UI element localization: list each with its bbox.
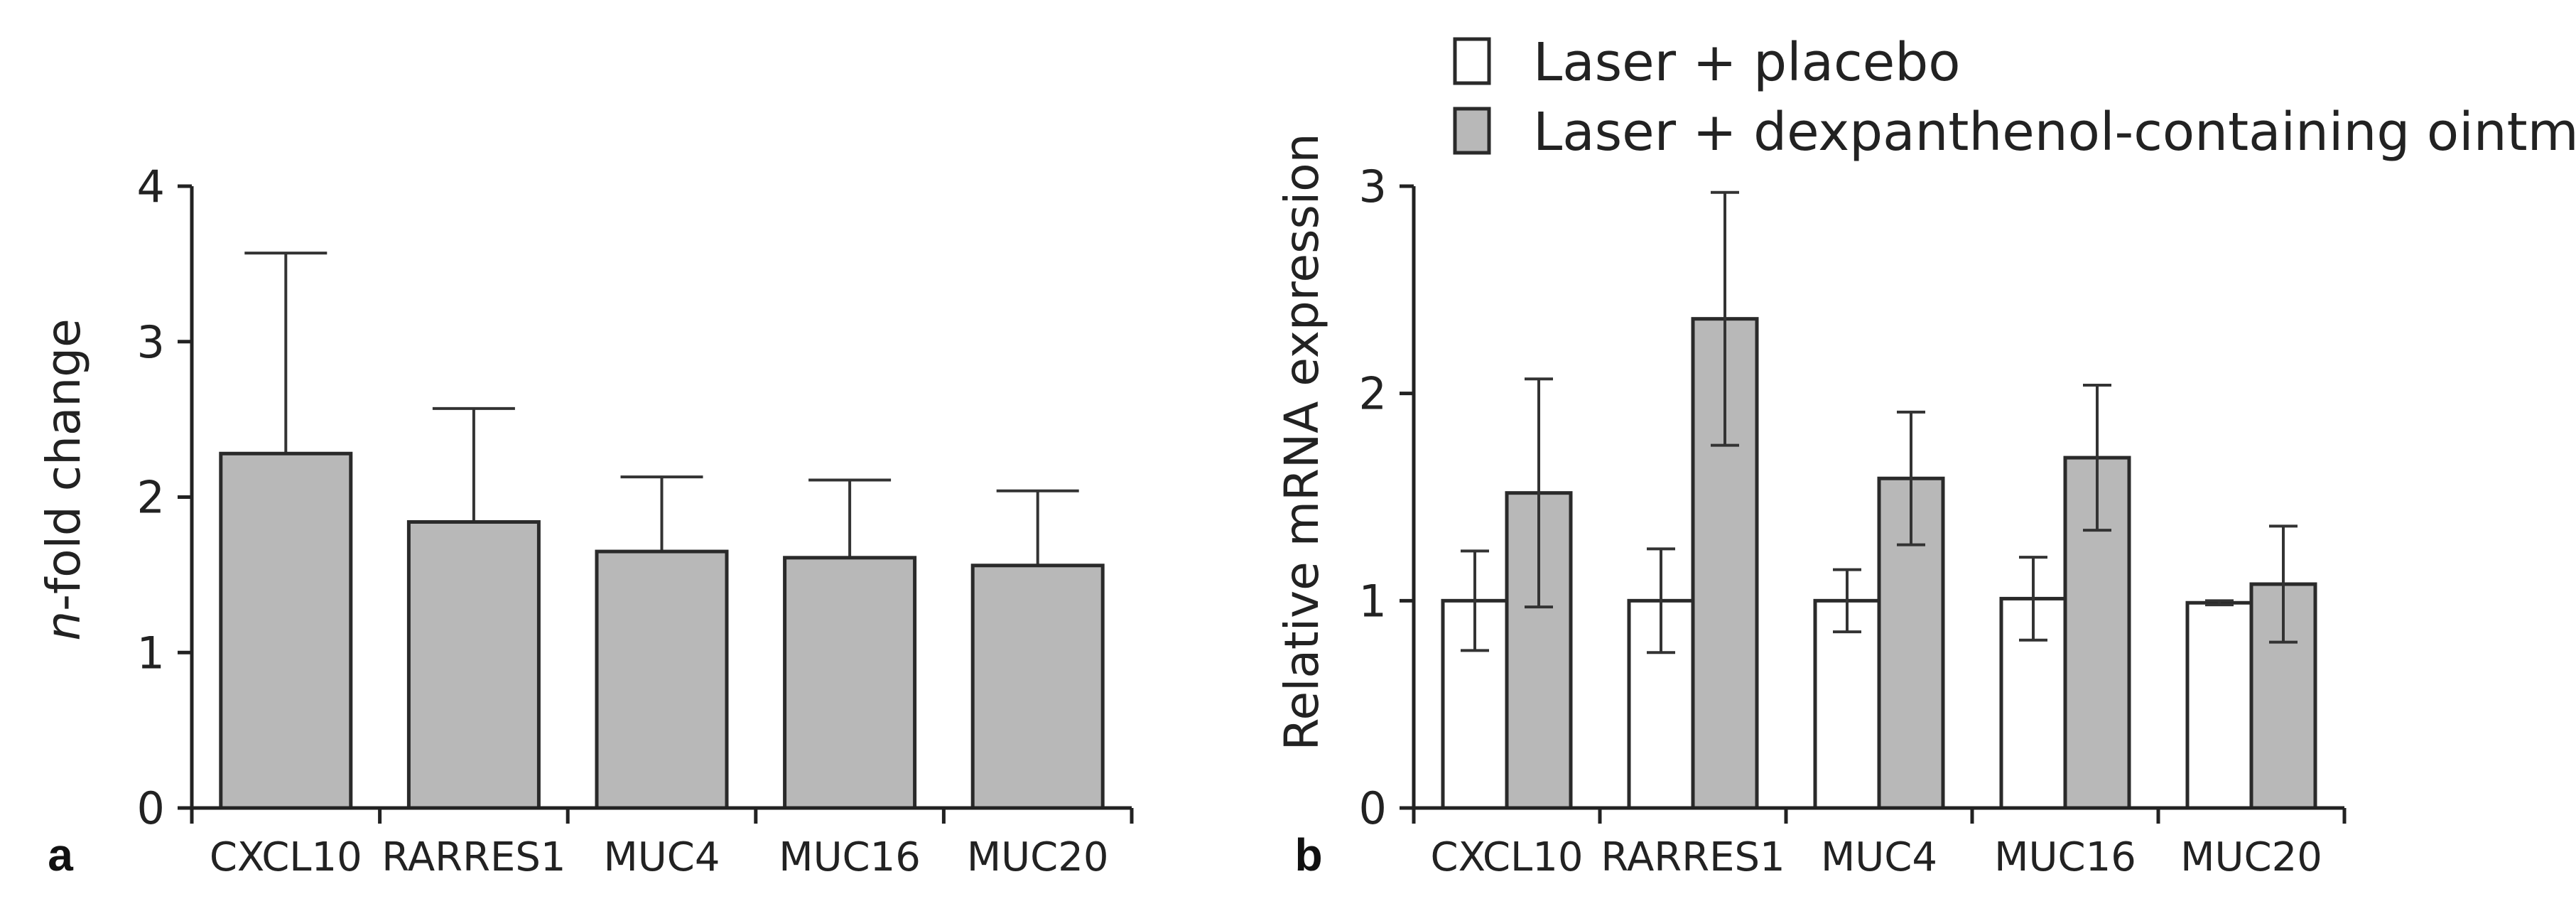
panel-a-chart: n-fold change 0 1 2 3 4 CXCL10 RARRES1 MUC4 MUC1…: [36, 161, 1134, 880]
panel-a-category-label: MUC4: [603, 834, 720, 880]
legend-label-placebo: Laser + placebo: [1533, 32, 1960, 93]
legend-label-dexpanthenol: Laser + dexpanthenol-containing ointment: [1533, 102, 2576, 163]
panel-a-y-tick-label: 4: [137, 161, 165, 212]
panel-a-category-label: RARRES1: [381, 834, 565, 880]
panel-b-y-tick-label: 2: [1359, 368, 1387, 420]
panel-a-y-tick-label: 2: [137, 472, 165, 524]
panel-a-y-tick-label: 0: [137, 782, 165, 834]
panel-a-y-tick-label: 1: [137, 627, 165, 679]
panel-a-category-label: CXCL10: [210, 834, 362, 880]
panel-a-y-tick-label: 3: [137, 316, 165, 368]
panel-b-y-tick-label: 1: [1359, 575, 1387, 627]
panel-a-bar-muc20: [970, 564, 1105, 810]
panel-b-category-label: MUC20: [2180, 834, 2322, 880]
legend-swatch-placebo: [1453, 37, 1491, 85]
panel-b-category-label: MUC16: [1994, 834, 2136, 880]
panel-b-y-tick-label: 0: [1359, 782, 1387, 834]
panel-a-y-axis-title: n-fold change: [36, 318, 91, 640]
legend-swatch-dexpanthenol: [1453, 107, 1491, 155]
panel-a-category-label: MUC16: [779, 834, 921, 880]
panel-b-chart: Relative mRNA expression 0 1 2 3 CXCL10 RARRE…: [1275, 32, 2576, 880]
panel-a-bar-muc4: [595, 549, 729, 810]
panel-a-bar-cxcl10: [219, 451, 353, 810]
panel-b-legend: Laser + placebo Laser + dexpanthenol-con…: [1453, 32, 2576, 163]
panel-b-bar-muc20-placebo: [2185, 600, 2253, 810]
panel-a-letter: a: [48, 829, 73, 880]
panel-a-bar-muc16: [783, 556, 917, 810]
panel-b-y-axis-title: Relative mRNA expression: [1275, 134, 1329, 751]
panel-a-category-label: MUC20: [967, 834, 1109, 880]
panel-b-category-label: CXCL10: [1431, 834, 1584, 880]
panel-a-bar-rarres1: [406, 520, 541, 810]
panel-b-category-label: MUC4: [1821, 834, 1937, 880]
panel-b-letter: b: [1294, 829, 1322, 880]
panel-b-category-label: RARRES1: [1601, 834, 1785, 880]
panel-b-y-tick-label: 3: [1359, 161, 1387, 212]
